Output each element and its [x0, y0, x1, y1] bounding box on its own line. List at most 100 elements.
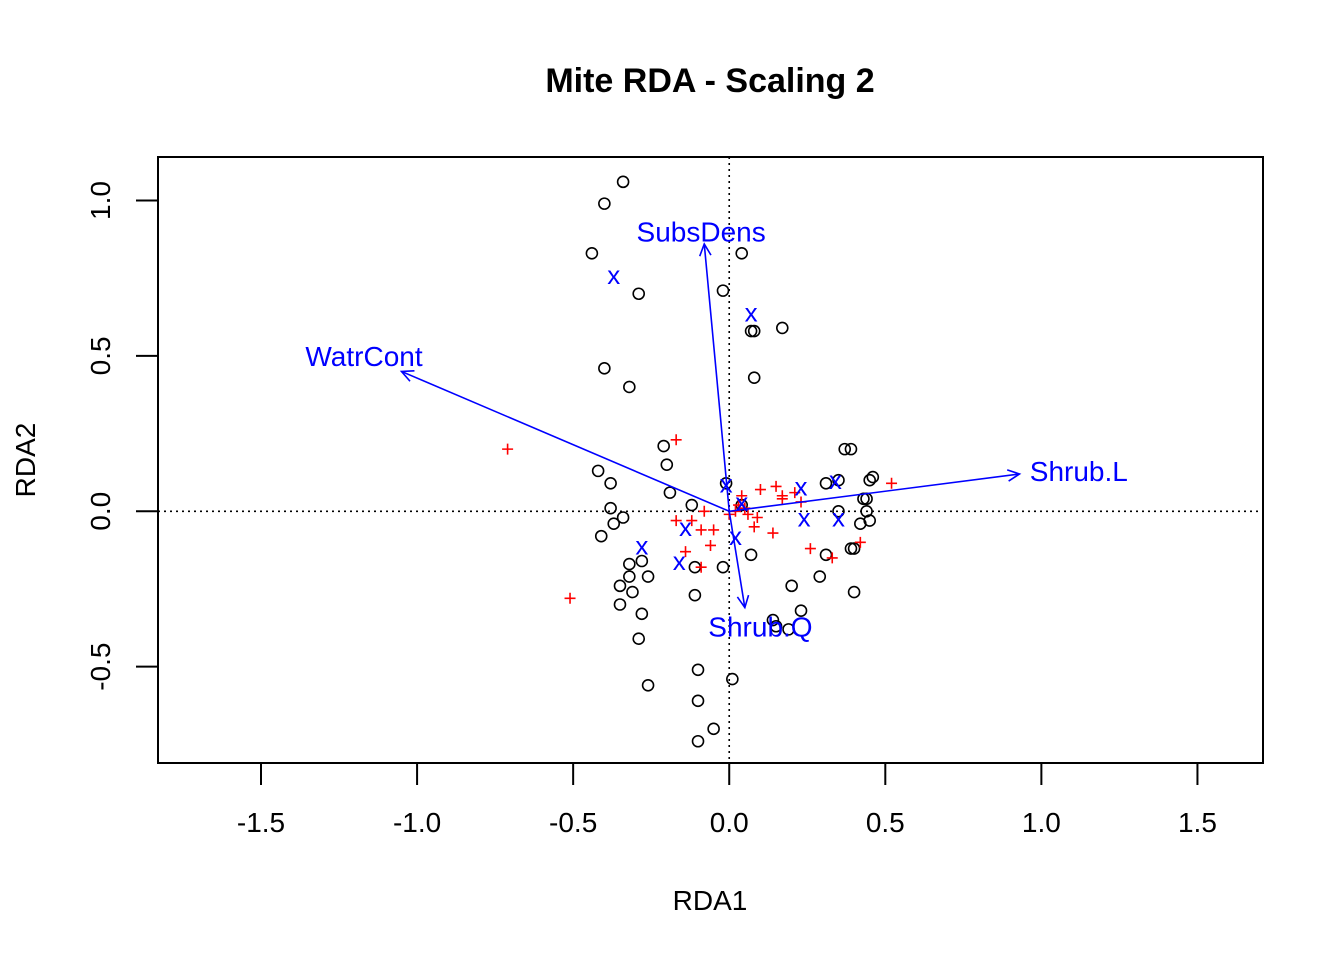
- centroid-point: x: [829, 465, 842, 495]
- site-point: [685, 498, 699, 512]
- x-axis-label: RDA1: [673, 885, 748, 916]
- site-point: [813, 570, 827, 583]
- site-point: [707, 722, 720, 736]
- site-point: [854, 517, 867, 531]
- arrow-shaft: [703, 243, 731, 512]
- x-tick-label: -0.5: [549, 807, 597, 838]
- plot-frame: [157, 156, 1264, 764]
- axes: -1.5 -1.0 -0.5 0.0 0.5 1.0 1.5 -0.5 0.0 0.5 1.0: [85, 181, 1217, 838]
- arrow-label: SubsDens: [637, 217, 766, 248]
- x-tick-label: -1.0: [393, 807, 441, 838]
- site-point: [844, 442, 858, 456]
- site-point: [635, 607, 649, 621]
- site-point: [613, 579, 627, 593]
- species-point: [767, 527, 779, 539]
- centroid-point: x: [745, 297, 758, 327]
- site-point: [691, 663, 705, 677]
- y-axis-label: RDA2: [10, 423, 41, 498]
- arrow-shaft: [729, 473, 1020, 513]
- site-point: [657, 439, 670, 453]
- species-point: [748, 521, 760, 533]
- species-point: [826, 552, 838, 564]
- centroid-point: x: [795, 471, 808, 501]
- site-point: [616, 511, 630, 524]
- site-point: [688, 588, 702, 602]
- site-point: [847, 542, 861, 555]
- site-point: [775, 321, 789, 335]
- species-point: [804, 543, 816, 555]
- site-point: [747, 371, 761, 384]
- arrow-shaft: [728, 511, 746, 608]
- species-point: [751, 511, 763, 523]
- site-point: [641, 570, 655, 583]
- arrow-shaft: [401, 370, 730, 513]
- site-point: [747, 324, 761, 338]
- site-point: [766, 613, 780, 627]
- site-point: [769, 619, 783, 633]
- site-point: [838, 442, 852, 456]
- species-point: [770, 480, 782, 492]
- species-point: [742, 508, 754, 520]
- species-point: [670, 434, 682, 446]
- centroid-point: x: [735, 487, 748, 517]
- centroid-point: x: [832, 502, 845, 532]
- y-tick-label: 1.0: [85, 181, 116, 220]
- y-tick-label: 0.0: [85, 492, 116, 531]
- site-point: [819, 477, 833, 490]
- site-point: [632, 632, 646, 645]
- species-point: [686, 515, 698, 527]
- site-point: [591, 464, 605, 478]
- species-point: [886, 477, 898, 489]
- x-tick-label: 0.5: [866, 807, 905, 838]
- arrow-head: [736, 594, 750, 610]
- arrow-head: [1006, 469, 1022, 482]
- species-point: [776, 493, 788, 505]
- chart-title: Mite RDA - Scaling 2: [545, 62, 874, 100]
- zero-lines: [158, 157, 1263, 763]
- species-point: [705, 539, 716, 551]
- species-point: [854, 536, 866, 548]
- x-tick-label: 0.0: [710, 807, 749, 838]
- site-point: [598, 197, 611, 210]
- site-point: [623, 570, 636, 583]
- site-point: [626, 585, 639, 599]
- centroid-point: x: [798, 502, 811, 532]
- arrow-label: WatrCont: [305, 341, 422, 372]
- site-point: [635, 554, 649, 568]
- x-tick-label: 1.5: [1178, 807, 1217, 838]
- centroid-point: x: [679, 512, 692, 542]
- site-point: [663, 486, 677, 499]
- site-point: [716, 560, 730, 574]
- site-point: [623, 557, 636, 571]
- site-point: [726, 672, 739, 686]
- species-point: [695, 524, 707, 536]
- site-point: [782, 623, 795, 636]
- species-point: [680, 546, 692, 558]
- site-point: [863, 473, 876, 487]
- arrow-label: Shrub.L: [1030, 456, 1128, 487]
- site-point: [607, 517, 621, 531]
- site-point: [585, 247, 599, 260]
- site-point: [632, 287, 646, 301]
- species-point: [564, 592, 576, 604]
- species-point: [733, 499, 745, 511]
- site-point: [744, 548, 758, 562]
- species-point: [670, 515, 682, 527]
- site-point: [866, 470, 880, 484]
- site-point: [744, 324, 758, 338]
- site-point: [832, 504, 845, 518]
- x-tick-label: 1.0: [1022, 807, 1061, 838]
- site-point: [691, 734, 705, 748]
- site-point: [604, 501, 617, 515]
- site-point: [691, 694, 705, 708]
- species-point: [708, 524, 720, 536]
- site-point: [623, 380, 636, 394]
- y-tick-label: -0.5: [85, 643, 116, 691]
- arrow-head: [399, 370, 415, 382]
- species-points: [502, 434, 898, 604]
- species-point: [789, 487, 801, 499]
- site-point: [735, 247, 749, 260]
- site-point: [641, 679, 655, 692]
- site-point: [604, 477, 617, 490]
- site-point: [613, 598, 627, 611]
